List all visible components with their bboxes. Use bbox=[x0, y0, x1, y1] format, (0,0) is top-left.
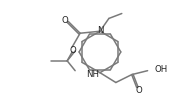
Text: NH: NH bbox=[86, 70, 99, 79]
Text: O: O bbox=[135, 86, 142, 95]
Text: O: O bbox=[61, 16, 68, 25]
Text: N: N bbox=[97, 26, 103, 35]
Text: OH: OH bbox=[155, 65, 168, 74]
Text: O: O bbox=[70, 46, 76, 55]
